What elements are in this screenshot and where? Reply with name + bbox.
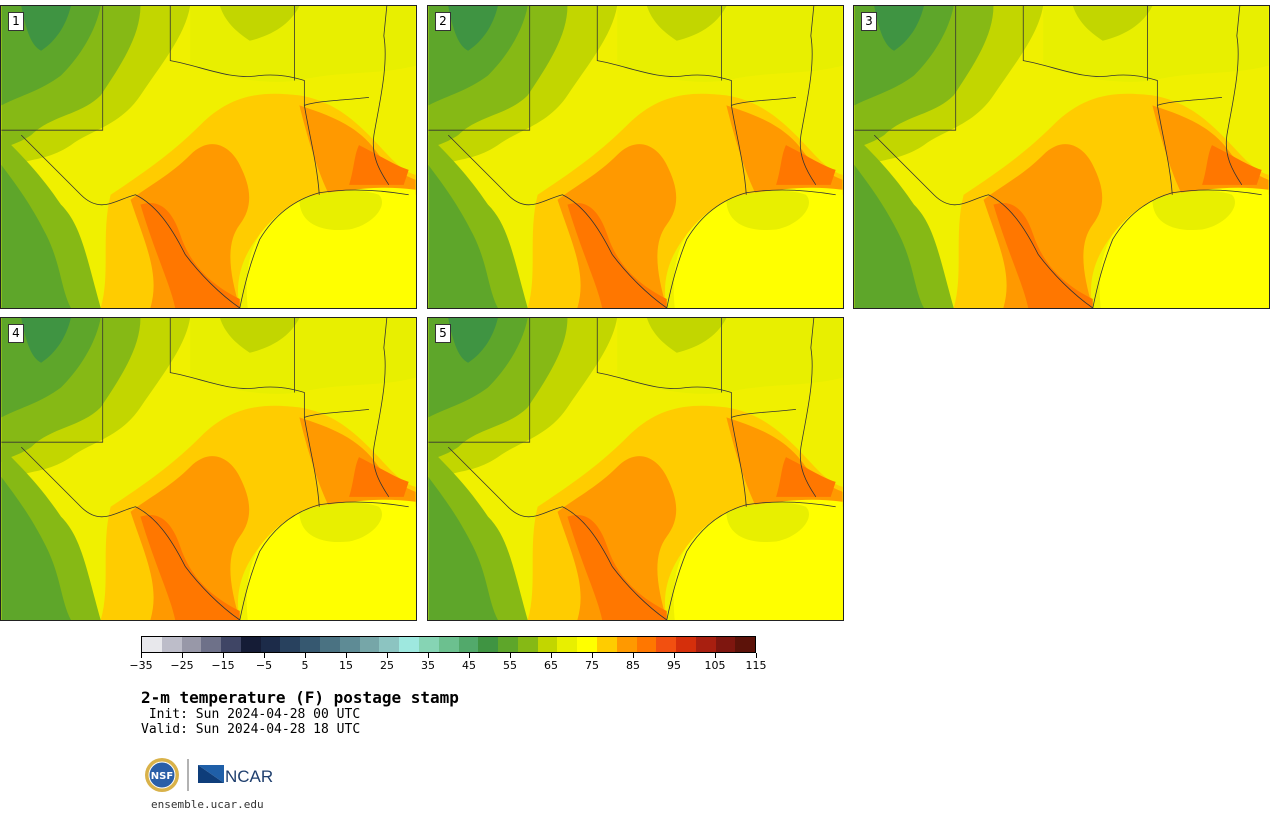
figure-title: 2-m temperature (F) postage stamp — [141, 688, 459, 707]
colorbar-swatch — [438, 637, 459, 652]
colorbar-swatch — [418, 637, 439, 652]
svg-text:NCAR: NCAR — [225, 767, 273, 786]
colorbar-tick — [510, 653, 511, 658]
map-panel-3: 3 — [853, 5, 1270, 309]
colorbar-tick-label: 55 — [503, 659, 517, 672]
map-panel-4: 4 — [0, 317, 417, 621]
panel-number-label: 3 — [861, 12, 877, 31]
temperature-map — [1, 6, 416, 308]
colorbar-swatch — [478, 637, 499, 652]
colorbar-swatch — [260, 637, 281, 652]
colorbar-swatch — [320, 637, 340, 652]
colorbar-tick-label: 35 — [421, 659, 435, 672]
colorbar-tick — [264, 653, 265, 658]
temperature-map — [1, 318, 416, 620]
colorbar-swatch — [359, 637, 380, 652]
colorbar-tick — [592, 653, 593, 658]
map-panel-2: 2 — [427, 5, 844, 309]
colorbar-swatch — [715, 637, 736, 652]
colorbar-swatch — [181, 637, 202, 652]
colorbar-swatch — [517, 637, 538, 652]
colorbar-swatch — [735, 637, 756, 652]
colorbar-tick-label: −25 — [170, 659, 194, 672]
colorbar-tick-label: −35 — [129, 659, 153, 672]
colorbar-swatch — [537, 637, 558, 652]
colorbar-swatch — [577, 637, 597, 652]
colorbar-swatch — [498, 637, 518, 652]
colorbar-tick — [346, 653, 347, 658]
colorbar-swatch — [221, 637, 241, 652]
colorbar-tick — [141, 653, 142, 658]
colorbar-swatch — [458, 637, 479, 652]
colorbar-tick — [551, 653, 552, 658]
colorbar-tick — [674, 653, 675, 658]
colorbar-swatch — [379, 637, 400, 652]
colorbar-swatch — [142, 637, 162, 652]
nsf-seal-icon: NSF — [145, 758, 179, 792]
colorbar-swatch — [596, 637, 617, 652]
colorbar-tick-label: 25 — [380, 659, 394, 672]
colorbar-swatch — [695, 637, 716, 652]
colorbar-tick-label: 75 — [585, 659, 599, 672]
colorbar-tick-label: 85 — [626, 659, 640, 672]
init-time: Init: Sun 2024-04-28 00 UTC — [141, 707, 361, 722]
colorbar-tick-label: 45 — [462, 659, 476, 672]
website-link[interactable]: ensemble.ucar.edu — [151, 798, 264, 811]
colorbar-tick — [223, 653, 224, 658]
temperature-map — [854, 6, 1269, 308]
panel-number-label: 4 — [8, 324, 24, 343]
colorbar-tick — [182, 653, 183, 658]
colorbar-tick-label: 15 — [339, 659, 353, 672]
colorbar-swatch — [300, 637, 321, 652]
colorbar-tick — [305, 653, 306, 658]
panel-number-label: 5 — [435, 324, 451, 343]
colorbar-swatch — [676, 637, 696, 652]
colorbar-tick-label: 105 — [704, 659, 726, 672]
colorbar-swatch — [240, 637, 261, 652]
colorbar-tick-label: −15 — [211, 659, 235, 672]
colorbar-swatch — [656, 637, 677, 652]
colorbar-tick — [387, 653, 388, 658]
colorbar-swatch — [161, 637, 182, 652]
colorbar-tick-label: −5 — [255, 659, 273, 672]
nsf-ncar-logo: NSF NCAR — [145, 758, 273, 792]
colorbar-tick — [715, 653, 716, 658]
colorbar-tick-label: 95 — [667, 659, 681, 672]
map-panel-5: 5 — [427, 317, 844, 621]
colorbar-swatch — [636, 637, 657, 652]
panel-number-label: 1 — [8, 12, 24, 31]
svg-text:NSF: NSF — [151, 771, 173, 782]
colorbar-swatch — [616, 637, 637, 652]
colorbar-swatch — [280, 637, 301, 652]
colorbar-swatch — [557, 637, 578, 652]
panel-number-label: 2 — [435, 12, 451, 31]
colorbar-tick-label: 115 — [745, 659, 767, 672]
colorbar-swatch — [201, 637, 222, 652]
temperature-map — [428, 318, 843, 620]
colorbar-tick — [428, 653, 429, 658]
temperature-map — [428, 6, 843, 308]
ncar-logo-icon: NCAR — [198, 765, 273, 786]
valid-time: Valid: Sun 2024-04-28 18 UTC — [141, 722, 361, 737]
colorbar-tick-label: 5 — [301, 659, 309, 672]
colorbar-tick — [633, 653, 634, 658]
colorbar-tick — [756, 653, 757, 658]
map-panel-1: 1 — [0, 5, 417, 309]
colorbar-ticks: −35 −25 −15 −5 5 15 25 35 45 55 65 75 85 95 105 115 — [129, 653, 767, 673]
colorbar-swatch — [399, 637, 419, 652]
colorbar — [141, 636, 756, 653]
colorbar-tick — [469, 653, 470, 658]
colorbar-tick-label: 65 — [544, 659, 558, 672]
colorbar-swatch — [339, 637, 360, 652]
